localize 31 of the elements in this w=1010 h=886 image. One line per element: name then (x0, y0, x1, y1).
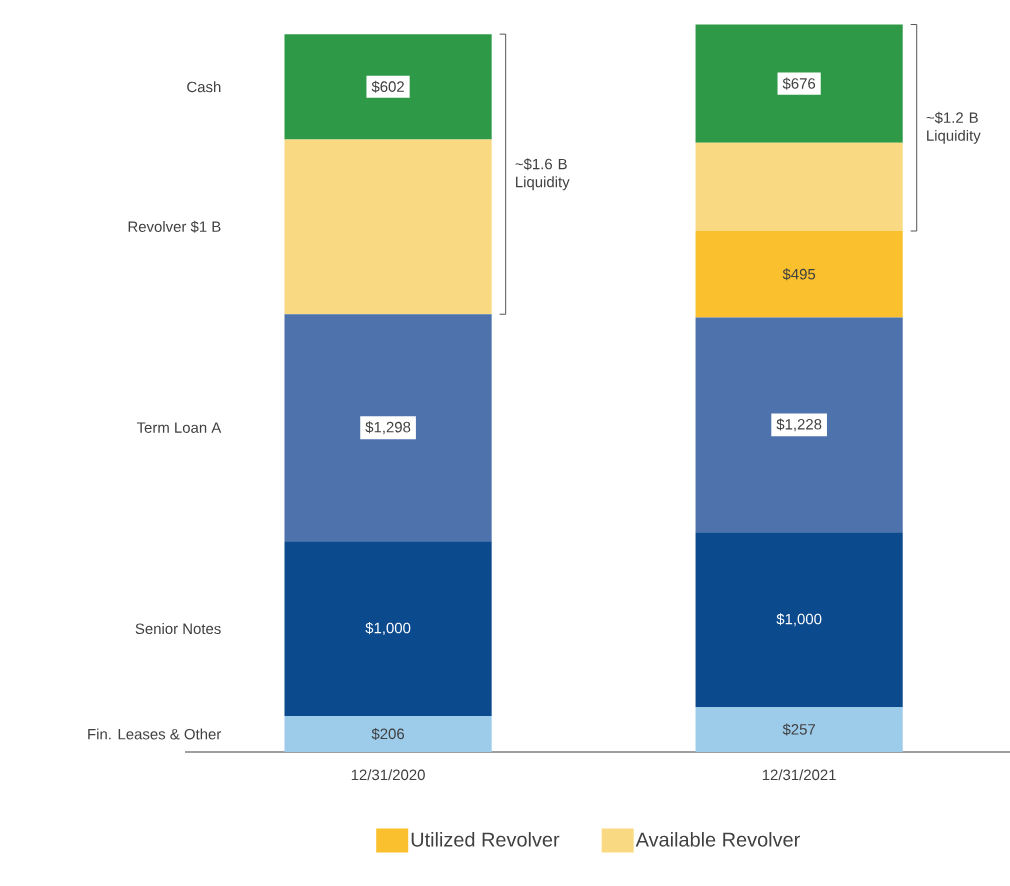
bar (284, 139, 492, 315)
x-tick-label: 12/31/2021 (762, 769, 836, 781)
data-label: $1,000 (365, 622, 411, 636)
annotation: Revolver $1 B (128, 220, 221, 233)
annotation: Senior Notes (135, 623, 221, 635)
data-label: $206 (371, 727, 405, 741)
x-tick-label: 12/31/2020 (351, 769, 425, 781)
bar (284, 541, 492, 716)
data-label: $1,000 (776, 613, 822, 627)
bar (284, 715, 492, 752)
bar (695, 707, 903, 752)
data-label: $602 (371, 80, 404, 93)
legend-label: Available Revolver (635, 832, 800, 847)
bar (284, 34, 492, 140)
data-label: $257 (782, 723, 815, 736)
annotation: ~$1.6 B Liquidity (515, 158, 570, 191)
annotation: Fin. Leases & Other (88, 728, 222, 740)
data-label: $676 (782, 77, 816, 90)
bar (695, 317, 903, 533)
data-label: $495 (782, 268, 816, 281)
annotation: Cash (187, 81, 221, 93)
bar (284, 314, 492, 542)
bar (695, 142, 903, 231)
bar (695, 24, 903, 143)
annotation: ~$1.2 B Liquidity (926, 111, 981, 144)
bar (695, 231, 903, 318)
data-label: $1,228 (776, 418, 822, 432)
annotation: Term Loan A (136, 422, 222, 433)
legend-label: Utilized Revolver (411, 832, 560, 847)
data-label: $1,298 (365, 421, 411, 435)
bar (695, 532, 903, 708)
